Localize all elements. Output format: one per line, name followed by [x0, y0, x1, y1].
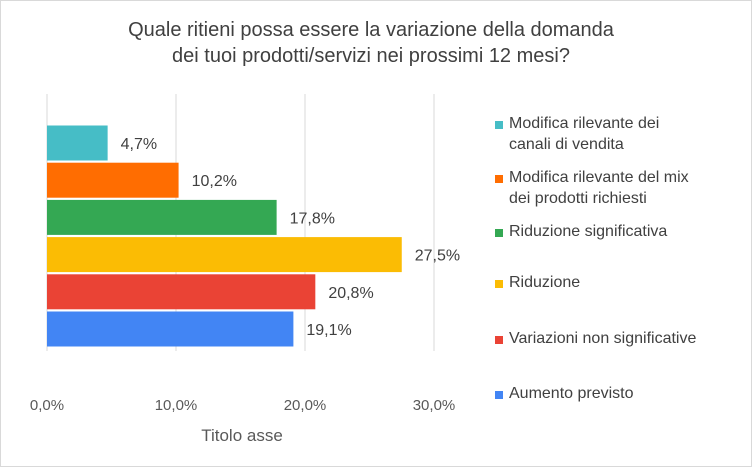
legend-swatch [495, 280, 503, 288]
x-axis-title: Titolo asse [201, 426, 283, 445]
legend-label: Modifica rilevante dei canali di vendita [509, 113, 741, 155]
legend-item: Aumento previsto [495, 383, 741, 404]
legend-swatch [495, 391, 503, 399]
legend-item: Modifica rilevante del mix dei prodotti r… [495, 167, 741, 209]
legend-label: Variazioni non significative [509, 328, 741, 349]
bar [47, 237, 402, 273]
data-label: 4,7% [121, 136, 157, 153]
x-tick-label: 20,0% [284, 397, 327, 414]
x-tick-label: 10,0% [155, 397, 198, 414]
bar [47, 162, 179, 198]
legend-item: Riduzione [495, 272, 741, 293]
chart-title: Quale ritieni possa essere la variazione… [61, 17, 681, 69]
chart-title-line-1: Quale ritieni possa essere la variazione… [128, 19, 614, 41]
legend-label-line: Modifica rilevante dei [509, 115, 660, 132]
legend-label-line: Variazioni non significative [509, 330, 697, 347]
legend-label: Riduzione significativa [509, 221, 741, 242]
bar [47, 274, 316, 310]
data-label: 10,2% [192, 173, 237, 190]
legend-swatch [495, 175, 503, 183]
data-label: 19,1% [306, 322, 351, 339]
chart-title-line-2: dei tuoi prodotti/servizi nei prossimi 1… [172, 45, 570, 67]
bar [47, 125, 108, 161]
legend-item: Riduzione significativa [495, 221, 741, 242]
legend-item: Modifica rilevante dei canali di vendita [495, 113, 741, 155]
bar [47, 199, 277, 235]
legend-label: Modifica rilevante del mix dei prodotti r… [509, 167, 741, 209]
legend-label-line: Aumento previsto [509, 385, 634, 402]
legend-label: Riduzione [509, 272, 741, 293]
legend-label-line: canali di vendita [509, 136, 624, 153]
bar [47, 311, 294, 347]
data-label: 20,8% [328, 285, 373, 302]
legend-swatch [495, 336, 503, 344]
legend-swatch [495, 229, 503, 237]
legend-label-line: Modifica rilevante del mix [509, 169, 689, 186]
legend-label-line: Riduzione [509, 274, 581, 291]
legend-item: Variazioni non significative [495, 328, 741, 349]
legend-label-line: dei prodotti richiesti [509, 190, 647, 207]
legend-swatch [495, 121, 503, 129]
legend-label: Aumento previsto [509, 383, 741, 404]
data-label: 27,5% [415, 248, 460, 265]
x-tick-label: 0,0% [30, 397, 64, 414]
legend-label-line: Riduzione significativa [509, 223, 668, 240]
x-tick-label: 30,0% [413, 397, 456, 414]
data-label: 17,8% [290, 210, 335, 227]
